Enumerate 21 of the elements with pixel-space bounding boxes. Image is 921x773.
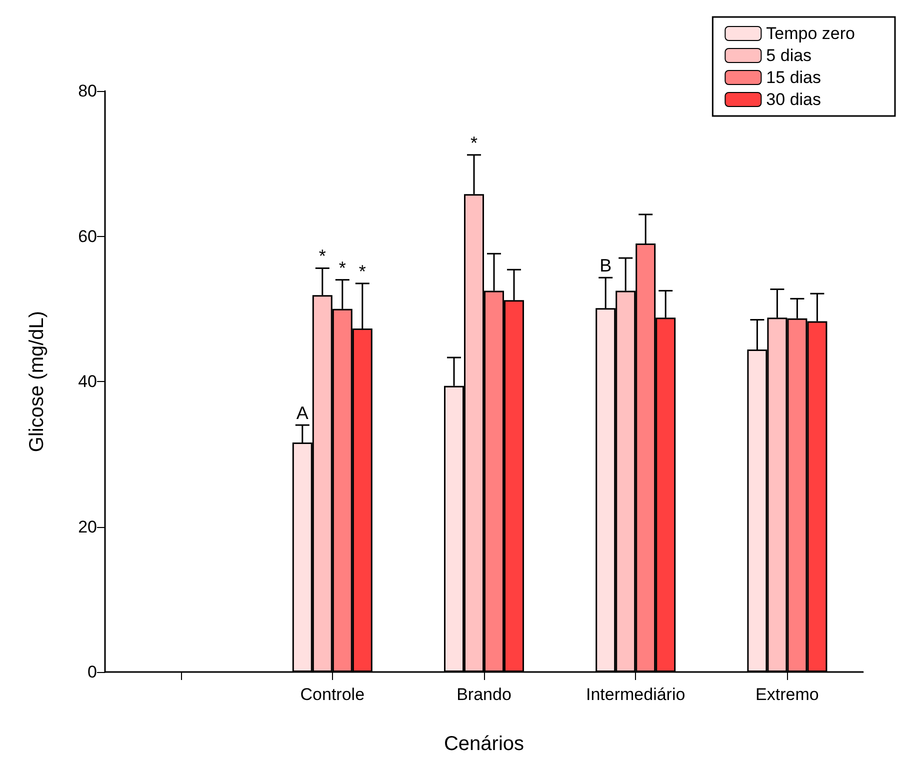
x-tick-label: Intermediário: [586, 685, 686, 704]
y-tick-label: 0: [88, 662, 97, 682]
legend-label: 30 dias: [766, 90, 822, 109]
annotation: A: [296, 403, 308, 424]
y-tick-label: 60: [78, 226, 97, 246]
x-tick-label: Extremo: [756, 685, 819, 704]
y-axis-title: Glicose (mg/dL): [26, 310, 48, 452]
x-tick-label: Controle: [300, 685, 365, 704]
annotation: *: [358, 261, 366, 282]
annotation: *: [318, 246, 326, 266]
annotation: *: [470, 132, 478, 153]
x-tick-label: Brando: [456, 685, 512, 704]
legend-label: 5 dias: [766, 46, 812, 65]
y-tick-label: 80: [78, 82, 97, 100]
legend-label: 15 dias: [766, 68, 822, 87]
annotation: B: [600, 256, 612, 276]
x-axis-title: Cenários: [444, 733, 524, 755]
legend-label: Tempo zero: [766, 24, 856, 43]
annotation: *: [338, 258, 346, 278]
y-tick-label: 40: [78, 372, 97, 391]
y-tick-label: 20: [78, 517, 97, 536]
